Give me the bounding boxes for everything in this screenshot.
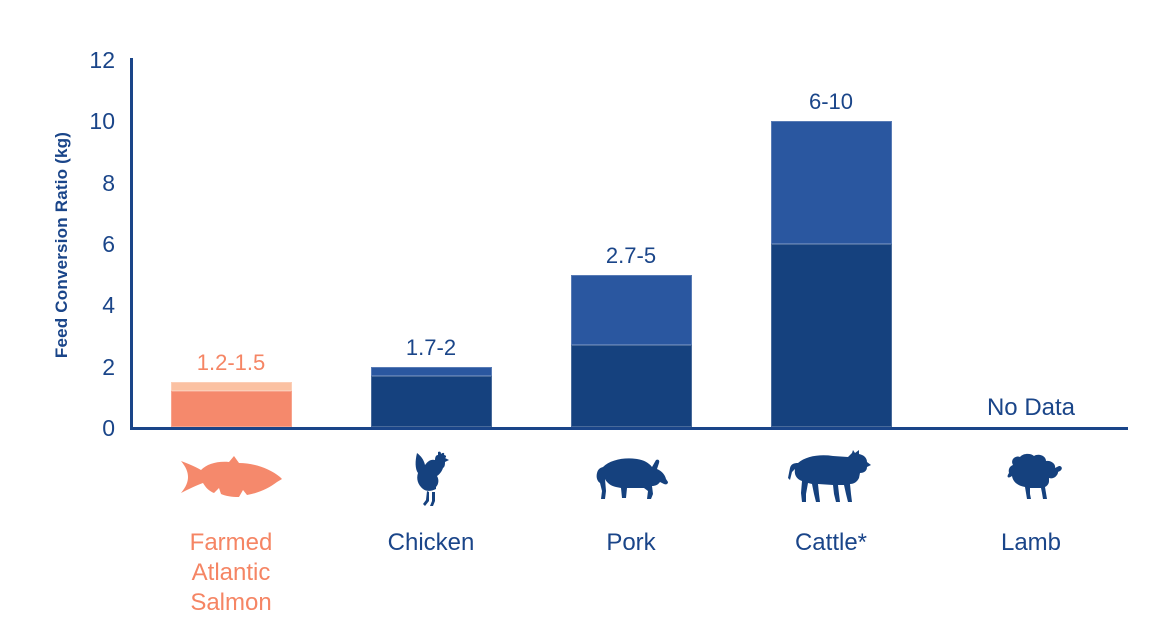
bar-upper-range-segment	[370, 366, 492, 376]
bar-range-label: 1.2-1.5	[196, 349, 266, 375]
category-label-line: Salmon	[190, 589, 272, 616]
y-tick-label: 12	[89, 46, 115, 73]
bar-range-label: 1.7-2	[405, 334, 457, 360]
bar-upper-range-segment	[170, 381, 292, 392]
category-label-line: Farmed	[189, 529, 273, 556]
x-axis-line	[130, 427, 1128, 430]
salmon-fish-icon	[179, 454, 283, 505]
pig-icon	[594, 455, 668, 506]
category-label-line: Lamb	[1000, 529, 1062, 556]
y-axis-line	[130, 58, 133, 430]
y-tick-label: 2	[102, 353, 115, 380]
bar-lower-range-segment	[170, 391, 292, 427]
sheep-icon	[1000, 453, 1062, 506]
bar-range-label: 2.7-5	[605, 242, 657, 268]
bar-lower-range-segment	[570, 345, 692, 427]
category-label: Farmed Atlantic Salmon	[131, 528, 331, 618]
bar-lower-range-segment	[370, 375, 492, 427]
category-label: Pork	[531, 528, 731, 558]
no-data-label: No Data	[986, 394, 1076, 421]
cow-icon	[788, 450, 874, 509]
bar-lower-range-segment	[770, 243, 892, 427]
y-tick-label: 8	[102, 169, 115, 196]
category-label: Lamb	[931, 528, 1131, 558]
category-label-line: Chicken	[387, 529, 475, 556]
y-tick-label: 6	[102, 230, 115, 257]
category-label: Chicken	[331, 528, 531, 558]
bar-upper-range-segment	[770, 121, 892, 244]
bar-range-label: 6-10	[808, 89, 854, 115]
y-tick-label: 4	[102, 292, 115, 319]
category-label-line: Atlantic	[191, 559, 271, 586]
y-tick-label: 0	[102, 415, 115, 441]
bar-upper-range-segment	[570, 274, 692, 346]
rooster-icon	[412, 451, 450, 514]
category-label-line: Cattle*	[794, 529, 868, 556]
category-label-line: Pork	[606, 529, 656, 556]
category-label: Cattle*	[731, 528, 931, 558]
y-tick-label: 10	[89, 108, 115, 135]
